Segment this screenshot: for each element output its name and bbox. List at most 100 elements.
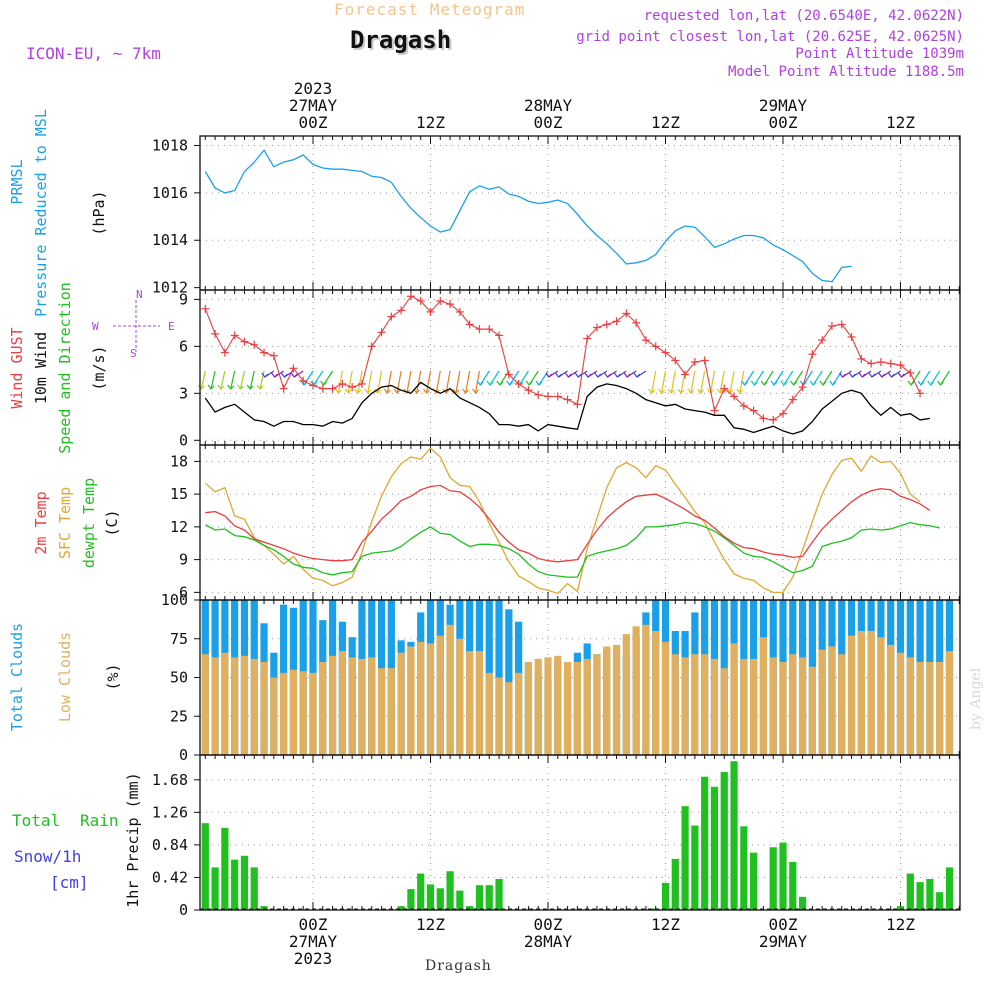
- rain-bar: [945, 867, 954, 910]
- wind-arrow-head: [658, 388, 665, 394]
- wind-direction-arrow: [445, 370, 451, 394]
- sfc-temp-axis-label: SFC Temp: [56, 487, 74, 559]
- wind-arrow-head: [829, 380, 837, 386]
- rain-bar: [926, 879, 934, 910]
- rain-bar: [750, 852, 758, 910]
- wind-arrow-head: [760, 380, 768, 386]
- wind-direction-arrow: [709, 370, 716, 394]
- rain-bar: [730, 761, 738, 910]
- rain-bar: [691, 825, 699, 910]
- low-cloud-bar: [701, 654, 709, 755]
- low-cloud-bar: [563, 662, 572, 755]
- low-cloud-bar: [789, 654, 797, 755]
- wind-arrow-head: [770, 380, 778, 386]
- y-tick-label: 6: [179, 337, 188, 355]
- low-cloud-bar: [857, 631, 865, 755]
- wind-arrow-head: [897, 372, 905, 378]
- wind-axis-label: 10m Wind: [32, 332, 50, 404]
- brand-title: Forecast Meteogram: [334, 0, 526, 19]
- time-label-top: 12Z: [651, 113, 680, 132]
- low-cloud-bar: [231, 657, 239, 755]
- y-tick-label: 1016: [152, 184, 188, 202]
- wind-arrow-head: [888, 372, 895, 378]
- wind-arrow-head: [486, 380, 494, 386]
- wind-arrow-head: [839, 372, 846, 378]
- low-cloud-bar: [818, 649, 826, 755]
- pressure-axis-label-1: PRMSL: [8, 159, 26, 204]
- wind-direction-arrow: [367, 370, 373, 394]
- wind-arrow-head: [677, 388, 685, 394]
- wind-direction-arrow: [259, 370, 265, 390]
- low-cloud-bar: [515, 672, 523, 755]
- wind-arrow-head: [217, 384, 225, 390]
- low-cloud-bar: [338, 651, 346, 755]
- wind-arrow-head: [736, 388, 744, 394]
- rain-bar: [916, 882, 924, 910]
- rain-bar: [456, 890, 464, 910]
- rain-bar: [397, 906, 405, 910]
- low-cloud-bar: [847, 635, 856, 755]
- wind-arrow-head: [667, 388, 675, 394]
- low-cloud-bar: [368, 657, 376, 755]
- wind-arrow-head: [858, 372, 866, 378]
- wind-arrow-head: [936, 380, 944, 386]
- y-tick-label: 1014: [152, 231, 188, 249]
- wind-direction-arrow: [210, 370, 216, 390]
- wind-arrow-head: [471, 388, 479, 394]
- footer-location: Dragash: [425, 958, 492, 974]
- wind-arrow-head: [716, 388, 724, 394]
- time-label-top: 28MAY: [524, 96, 573, 115]
- rain-bar: [710, 786, 719, 910]
- y-tick-label: 1.26: [152, 803, 188, 821]
- wind-arrow-head: [535, 380, 543, 386]
- wind-arrow-head: [280, 372, 288, 378]
- wind-arrow-head: [462, 388, 470, 394]
- wind-arrow-head: [256, 384, 264, 390]
- rain-bar: [426, 884, 435, 910]
- wind-arrow-head: [741, 380, 749, 386]
- pressure-unit-label: (hPa): [90, 190, 108, 235]
- low-cloud-bar: [808, 666, 816, 755]
- rain-bar: [475, 885, 484, 910]
- wind-arrow-head: [506, 380, 514, 386]
- wind-arrow-head: [564, 372, 572, 378]
- time-label-bottom: 28MAY: [524, 932, 573, 951]
- low-cloud-bar: [877, 637, 885, 755]
- low-cloud-bar: [309, 672, 317, 755]
- rain-bar: [407, 889, 415, 910]
- rain-bar: [240, 855, 249, 910]
- low-cloud-bar: [495, 677, 503, 755]
- rain-bar: [466, 906, 474, 910]
- y-tick-label: 0: [179, 901, 188, 919]
- low-cloud-bar: [759, 637, 768, 755]
- wind-arrow-head: [525, 380, 533, 386]
- wind-direction-arrow: [230, 370, 236, 390]
- time-label-bottom: 12Z: [886, 915, 915, 934]
- pressure-line: [204, 149, 852, 283]
- y-tick-label: 9: [179, 551, 188, 569]
- low-cloud-bar: [603, 646, 611, 755]
- time-label-top: 00Z: [299, 113, 328, 132]
- wind-arrow-head: [246, 384, 254, 390]
- y-tick-label: 50: [170, 669, 188, 687]
- low-cloud-bar: [387, 668, 395, 755]
- wind-direction-arrow: [465, 370, 471, 394]
- low-cloud-bar: [896, 652, 905, 755]
- time-label-bottom: 27MAY: [289, 932, 338, 951]
- wind-arrow-head: [300, 380, 308, 386]
- rain-bar: [936, 892, 944, 910]
- wind-arrow-head: [927, 380, 935, 386]
- wind-direction-arrow: [200, 370, 206, 390]
- rain-bar: [789, 861, 797, 910]
- rain-bar: [671, 858, 679, 910]
- dewpoint-line: [204, 521, 940, 578]
- low-cloud-bar: [319, 662, 327, 755]
- wind-arrow-head: [848, 372, 856, 378]
- temp-2m-line: [205, 484, 931, 563]
- rain-bar: [446, 871, 454, 910]
- model-altitude: Model Point Altitude 1188.5m: [727, 64, 964, 80]
- time-label-top: 00Z: [769, 113, 798, 132]
- y-tick-label: 0: [179, 746, 188, 764]
- wind-direction-arrow: [337, 370, 343, 394]
- low-cloud-bar: [485, 672, 493, 755]
